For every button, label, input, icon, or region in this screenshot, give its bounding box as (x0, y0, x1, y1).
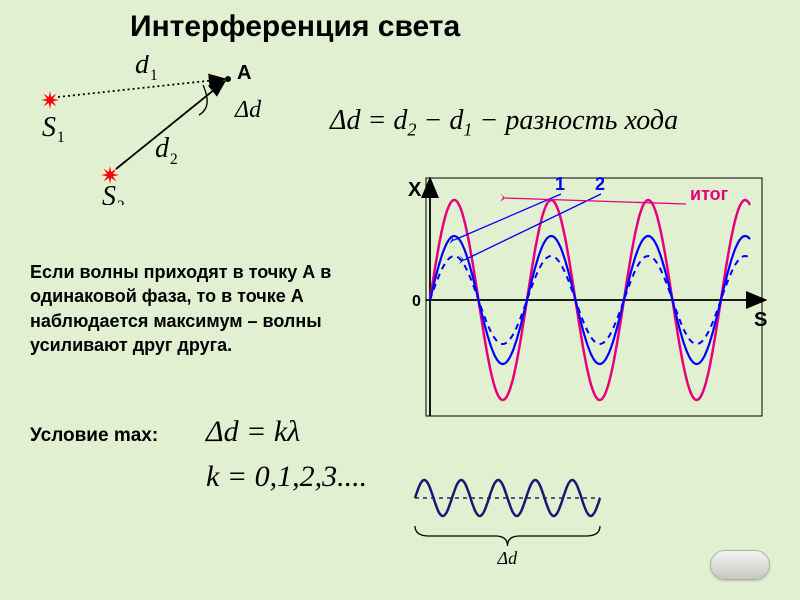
svg-text:0: 0 (412, 293, 421, 310)
svg-text:A: A (237, 62, 251, 84)
svg-text:S: S (754, 309, 767, 331)
svg-text:S: S (102, 181, 116, 205)
svg-text:1: 1 (150, 67, 158, 84)
wave-interference-chart: 0 X S 1 2 итог (400, 170, 770, 420)
svg-text:1: 1 (555, 174, 565, 194)
svg-text:d: d (155, 133, 170, 164)
next-button[interactable] (710, 550, 770, 580)
condition-label: Условие max: (30, 425, 158, 447)
svg-text:итог: итог (690, 184, 729, 204)
eq-desc: разность хода (505, 105, 678, 136)
ray-diagram: AS1S2d1d2Δd (30, 55, 290, 205)
svg-text:d: d (135, 55, 150, 80)
condition-eq-1: Δd = kλ (206, 415, 300, 449)
small-wave-diagram: Δd (400, 460, 610, 575)
svg-text:2: 2 (117, 198, 125, 205)
svg-text:Δd: Δd (234, 97, 262, 123)
condition-eq-2: k = 0,1,2,3.... (206, 460, 367, 494)
svg-text:2: 2 (595, 174, 605, 194)
svg-text:1: 1 (57, 129, 65, 146)
svg-text:X: X (408, 179, 422, 201)
svg-text:S: S (42, 112, 56, 143)
eq-lhs: Δd = d2 − d1 (330, 105, 472, 136)
explanation-text: Если волны приходят в точку А в одинаков… (30, 260, 370, 357)
path-difference-equation: Δd = d2 − d1 − разность хода (330, 105, 678, 141)
page-title: Интерференция света (130, 10, 460, 44)
svg-text:Δd: Δd (497, 548, 519, 568)
eq-dash: − (479, 105, 505, 136)
svg-text:2: 2 (170, 151, 178, 168)
